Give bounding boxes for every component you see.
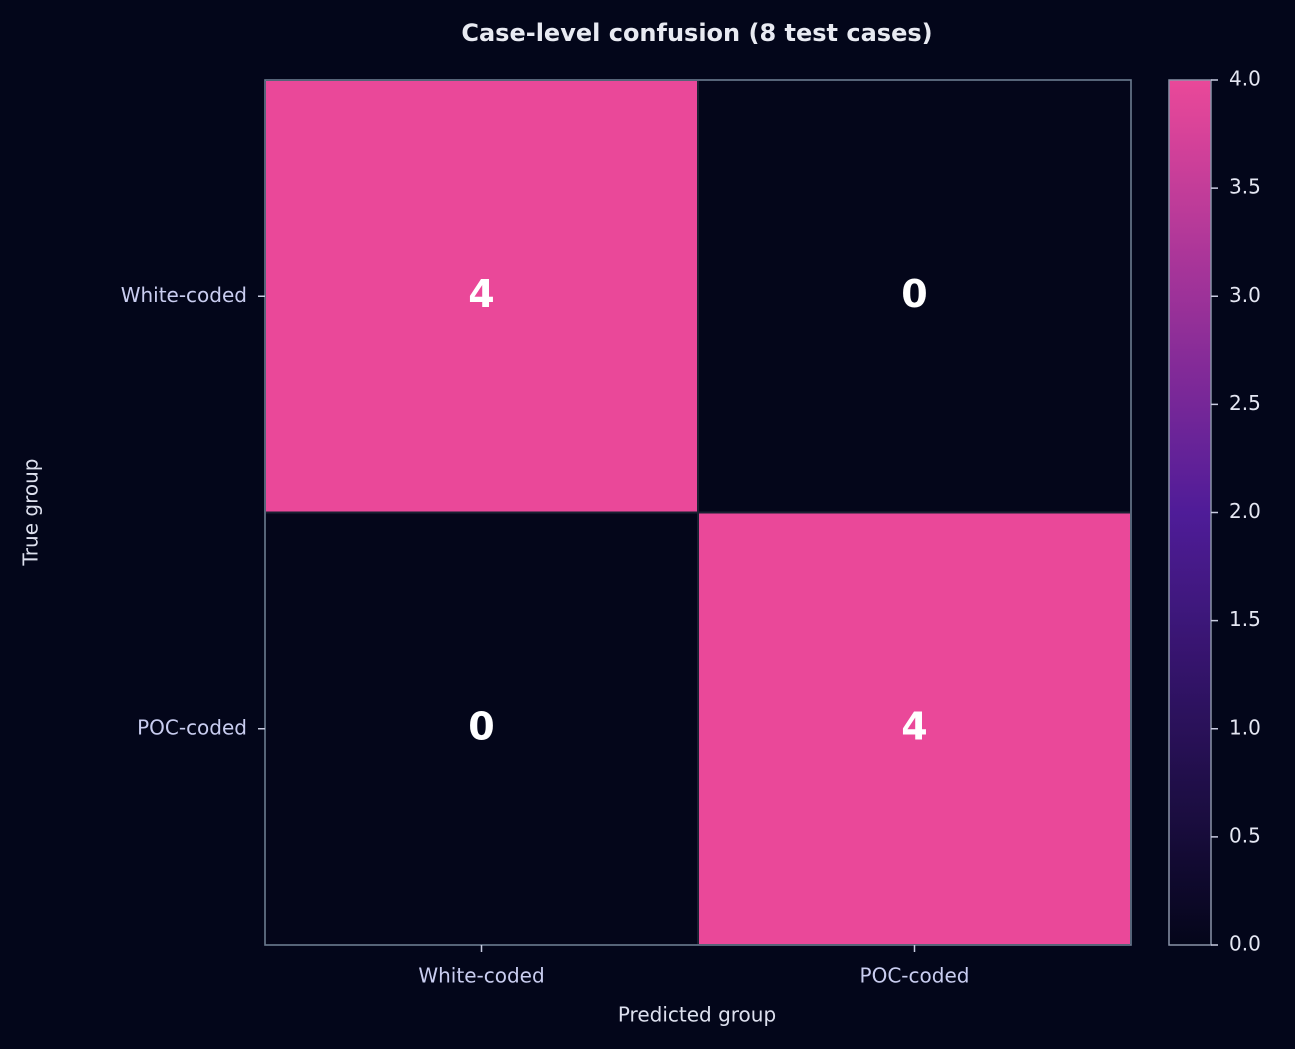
colorbar [1168,79,1212,946]
colorbar-tick-label: 4.0 [1229,67,1261,91]
heatmap-cell [264,511,699,946]
colorbar-tick-label: 1.0 [1229,715,1261,739]
plot-frame [264,79,1132,946]
heatmap-cell [264,79,699,514]
colorbar-tick-label: 2.0 [1229,499,1261,523]
colorbar-tick-label: 2.5 [1229,391,1261,415]
colorbar-tick-label: 0.5 [1229,823,1261,847]
colorbar-tick-label: 0.0 [1229,932,1261,956]
y-tick-label: White-coded [121,283,247,307]
y-axis-label: True group [19,459,43,567]
cell-value-label: 4 [901,704,927,748]
cell-value-label: 4 [468,272,494,316]
x-tick-label: POC-coded [860,964,970,988]
y-tick-label: POC-coded [137,715,247,739]
colorbar-tick-label: 3.5 [1229,175,1261,199]
heatmap-cell [697,511,1132,946]
x-tick-label: White-coded [418,964,544,988]
chart-title: Case-level confusion (8 test cases) [461,19,932,47]
cell-value-label: 0 [901,272,927,316]
colorbar-tick-label: 3.0 [1229,283,1261,307]
x-axis-label: Predicted group [618,1003,776,1027]
colorbar-tick-label: 1.5 [1229,607,1261,631]
cell-value-label: 0 [468,704,494,748]
